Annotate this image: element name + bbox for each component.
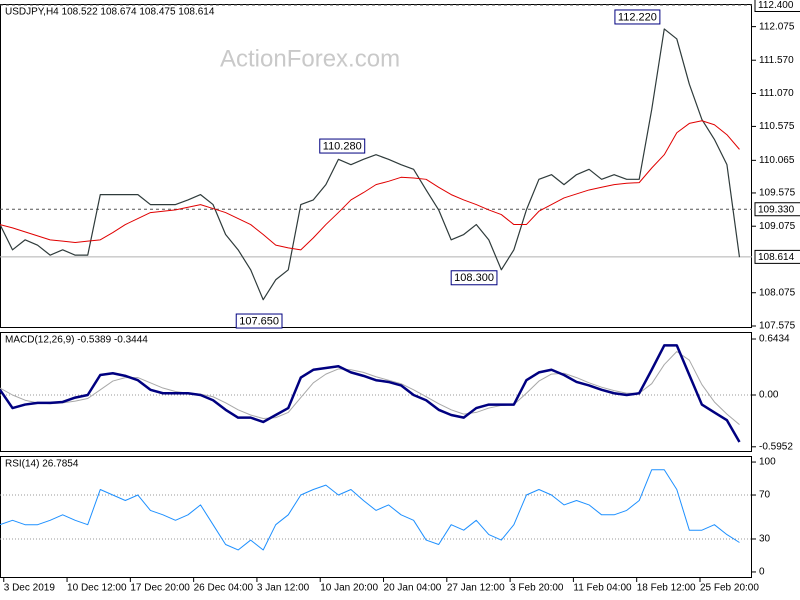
- price-label: 108.614: [758, 252, 795, 263]
- y-tick-label: 110.065: [759, 155, 795, 166]
- series-line: [0, 120, 740, 251]
- x-tick-label: 3 Dec 2019: [4, 583, 56, 594]
- watermark: ActionForex.com: [220, 45, 400, 72]
- price-label-box: [754, 249, 800, 264]
- y-tick-label: 107.575: [759, 321, 796, 332]
- y-tick-label: 112.075: [759, 21, 795, 32]
- x-tick-label: 3 Jan 12:00: [257, 583, 310, 594]
- x-tick-label: 17 Dec 20:00: [130, 583, 190, 594]
- series-line: [0, 28, 741, 301]
- y-tick-label: 109.575: [759, 188, 796, 199]
- x-tick-label: 11 Feb 04:00: [573, 583, 632, 594]
- y-tick-label: 30: [759, 534, 771, 545]
- y-tick-label: 0.6434: [759, 334, 790, 345]
- series-line: [0, 469, 740, 551]
- panel-title: USDJPY,H4 108.522 108.674 108.475 108.61…: [5, 7, 215, 18]
- y-tick-label: 111.070: [759, 88, 794, 99]
- annotation-label: 112.220: [618, 11, 657, 23]
- x-tick-label: 18 Feb 12:00: [637, 583, 696, 594]
- y-tick-label: -0.5952: [759, 441, 793, 452]
- x-tick-label: 20 Jan 04:00: [384, 583, 442, 594]
- series-line: [0, 344, 741, 443]
- y-tick-label: 108.075: [759, 287, 796, 298]
- y-tick-label: 110.575: [759, 121, 795, 132]
- x-tick-label: 25 Feb 20:00: [700, 583, 759, 594]
- x-tick-label: 3 Feb 20:00: [510, 583, 564, 594]
- annotation-box: [450, 270, 498, 286]
- annotation-label: 110.280: [323, 140, 362, 152]
- series-line: [0, 350, 740, 425]
- y-tick-label: 0.00: [759, 390, 779, 401]
- x-tick-label: 10 Dec 12:00: [67, 583, 127, 594]
- y-tick-label: 100: [759, 457, 776, 468]
- y-tick-label: 0: [759, 567, 765, 578]
- price-label: 112.400: [758, 0, 794, 11]
- x-tick-label: 27 Jan 12:00: [447, 583, 505, 594]
- x-tick-label: 26 Dec 04:00: [194, 583, 254, 594]
- annotation-label: 108.300: [454, 272, 494, 284]
- annotation-box: [235, 313, 283, 329]
- x-tick-label: 10 Jan 20:00: [320, 583, 378, 594]
- price-label: 109.330: [758, 204, 795, 215]
- price-label-box: [754, 0, 800, 12]
- y-tick-label: 111.570: [759, 55, 794, 66]
- panel-border: [0, 456, 752, 578]
- panel-title: RSI(14) 26.7854: [5, 459, 79, 470]
- panel-title: MACD(12,26,9) -0.5389 -0.3444: [5, 335, 148, 346]
- y-tick-label: 109.075: [759, 221, 796, 232]
- panel-border: [0, 4, 752, 328]
- price-label-box: [754, 202, 800, 217]
- annotation-box: [614, 9, 661, 25]
- annotation-box: [319, 138, 366, 154]
- annotation-label: 107.650: [239, 315, 279, 327]
- y-tick-label: 70: [759, 490, 771, 501]
